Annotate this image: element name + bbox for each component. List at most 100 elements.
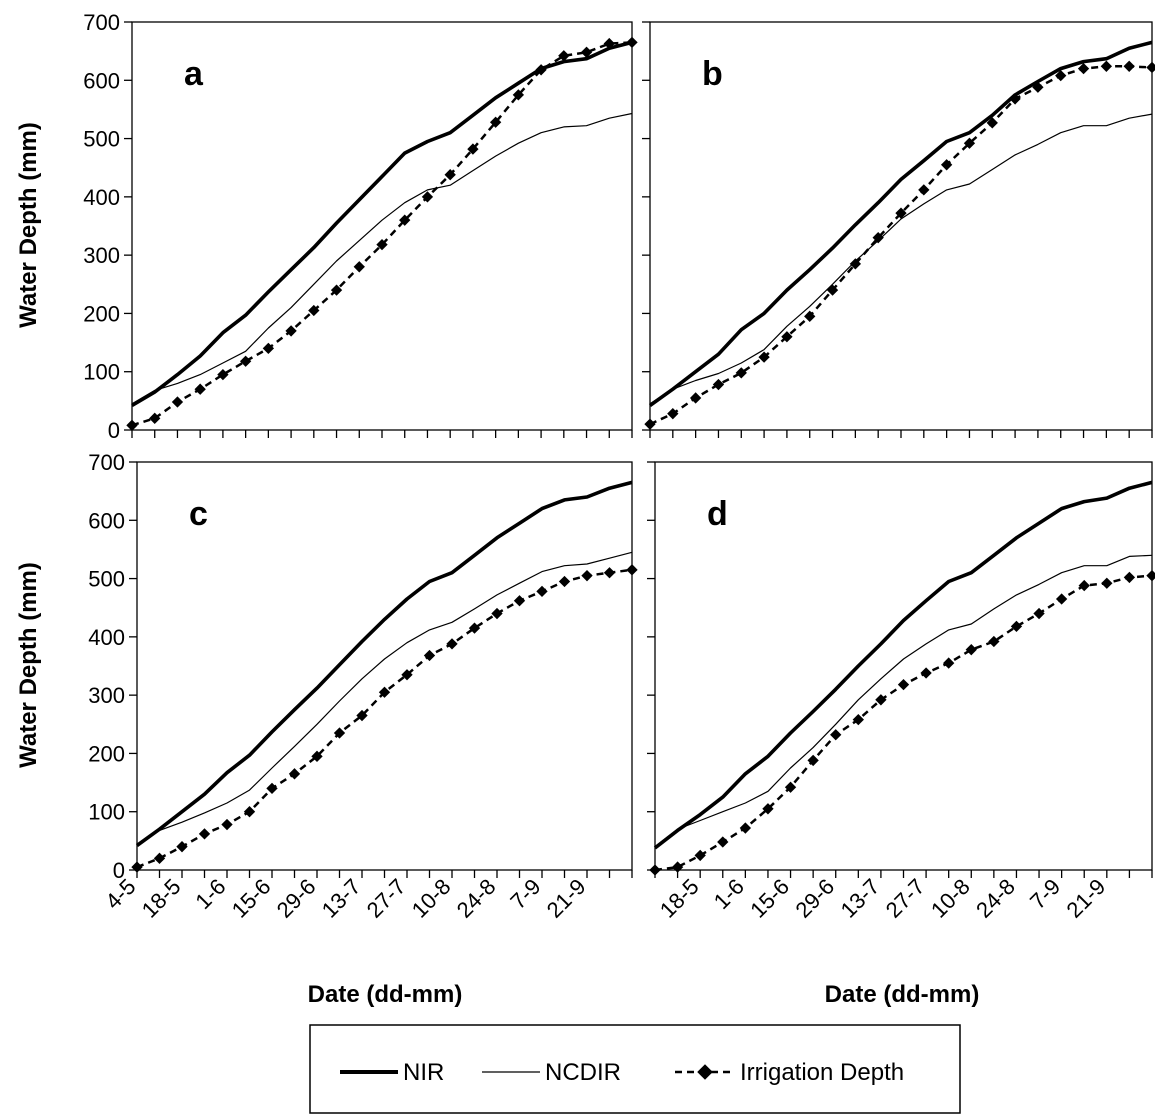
irrigation-point	[308, 304, 320, 317]
irrigation-point	[1146, 61, 1155, 74]
irrigation-point	[1032, 81, 1044, 93]
irrigation-point	[1101, 577, 1113, 589]
irrigation-point	[603, 37, 615, 50]
x-tick-label: 4-5	[100, 874, 140, 914]
irrigation-point	[378, 686, 391, 698]
irrigation-point	[784, 781, 797, 793]
irrigation-point	[421, 191, 434, 203]
irrigation-point	[262, 342, 275, 355]
legend-label-nir: NIR	[403, 1059, 444, 1086]
irrigation-point	[943, 657, 955, 669]
irrigation-point	[918, 184, 930, 196]
series-line-ncdir	[131, 112, 633, 405]
y-axis-title-bottom: Water Depth (mm)	[15, 562, 42, 768]
y-tick-label: 300	[88, 683, 125, 708]
x-axis-title-right: Date (dd-mm)	[825, 981, 980, 1008]
irrigation-point	[467, 143, 479, 155]
panel-d: 18-5 1-615-629-613-727-710-824-8 7-921-9 d	[647, 461, 1155, 923]
x-tick-label: 21-9	[542, 874, 591, 923]
irrigation-point	[895, 207, 907, 219]
irrigation-point	[1123, 60, 1135, 72]
irrigation-point	[176, 841, 188, 853]
y-tick-label: 200	[88, 741, 125, 766]
series-line-irrigation	[131, 41, 633, 427]
irrigation-point	[1055, 69, 1067, 82]
irrigation-point	[603, 567, 616, 579]
x-tick-label: 15-6	[745, 874, 794, 923]
irrigation-point	[963, 137, 976, 149]
panel-letter: b	[702, 55, 723, 93]
irrigation-point	[1033, 607, 1045, 620]
panel-b: b	[642, 21, 1155, 438]
irrigation-point	[781, 331, 793, 343]
legend-label-irrigation: Irrigation Depth	[740, 1059, 904, 1086]
irrigation-point	[126, 419, 138, 431]
x-tick-label: 24-8	[971, 874, 1020, 923]
x-tick-label: 29-6	[272, 874, 321, 923]
y-tick-label: 400	[83, 185, 120, 210]
x-tick-label: 15-6	[227, 874, 276, 923]
x-tick-label: 27-7	[362, 874, 411, 923]
irrigation-point	[649, 864, 661, 876]
x-axis-title-left: Date (dd-mm)	[308, 981, 463, 1008]
series-line-irrigation	[649, 65, 1153, 426]
y-tick-label: 500	[83, 127, 120, 152]
x-tick-label: 24-8	[452, 874, 501, 923]
series-line-irrigation	[136, 568, 633, 869]
irrigation-point	[558, 575, 571, 588]
y-tick-label: 200	[83, 301, 120, 326]
y-tick-label: 0	[113, 858, 125, 883]
irrigation-point	[826, 284, 839, 296]
irrigation-point	[131, 861, 143, 873]
irrigation-point	[940, 159, 953, 171]
irrigation-point	[852, 713, 864, 726]
y-tick-label: 100	[83, 360, 120, 385]
irrigation-point	[735, 367, 747, 379]
irrigation-point	[330, 284, 343, 296]
plot-frame	[649, 21, 1153, 431]
irrigation-point	[399, 214, 411, 226]
irrigation-point	[153, 852, 166, 864]
irrigation-point	[401, 669, 413, 681]
series-line-nir	[648, 40, 1153, 407]
irrigation-point	[243, 806, 256, 818]
irrigation-point	[1009, 93, 1021, 105]
irrigation-point	[712, 378, 725, 391]
y-tick-label: 100	[88, 800, 125, 825]
irrigation-point	[266, 782, 278, 795]
irrigation-point	[830, 729, 842, 741]
irrigation-point	[739, 822, 752, 834]
irrigation-point	[217, 368, 229, 381]
irrigation-point	[468, 622, 481, 634]
y-tick-label: 600	[83, 68, 120, 93]
y-tick-label: 300	[83, 243, 120, 268]
irrigation-point	[849, 258, 862, 270]
x-tick-label: 1-6	[709, 874, 749, 914]
series-line-nir	[131, 40, 633, 408]
irrigation-point	[285, 325, 297, 337]
irrigation-point	[875, 694, 887, 706]
irrigation-point	[1077, 62, 1090, 75]
x-tick-label: 13-7	[317, 874, 366, 923]
irrigation-point	[356, 709, 368, 722]
x-tick-label: 7-9	[505, 874, 545, 914]
irrigation-point	[626, 564, 638, 576]
series-line-ncdir	[136, 551, 633, 846]
irrigation-point	[353, 261, 365, 273]
y-tick-label: 500	[88, 567, 125, 592]
y-tick-label: 400	[88, 625, 125, 650]
irrigation-point	[804, 310, 816, 322]
series-line-ncdir	[649, 113, 1153, 405]
irrigation-point	[513, 595, 526, 607]
irrigation-point	[1010, 620, 1023, 633]
irrigation-point	[446, 638, 458, 650]
legend: NIR NCDIR Irrigation Depth	[309, 1024, 961, 1114]
irrigation-point	[671, 861, 684, 873]
irrigation-point	[333, 727, 346, 739]
y-tick-label: 700	[88, 450, 125, 475]
panel-letter: c	[189, 495, 208, 533]
x-tick-label: 21-9	[1062, 874, 1111, 923]
x-tick-label: 7-9	[1025, 874, 1065, 914]
irrigation-point	[558, 50, 570, 62]
